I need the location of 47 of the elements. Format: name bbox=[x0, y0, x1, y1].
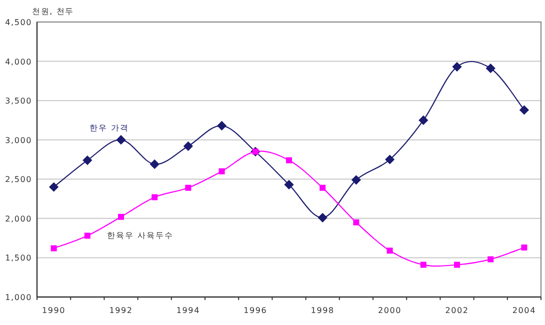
point bbox=[320, 184, 326, 191]
point bbox=[521, 244, 528, 250]
point bbox=[351, 175, 361, 185]
x-tick-label: 1994 bbox=[176, 306, 200, 315]
x-tick-label: 1996 bbox=[244, 306, 268, 315]
point bbox=[420, 262, 426, 268]
y-axis-title: 천원, 천두 bbox=[32, 7, 74, 16]
point bbox=[385, 154, 395, 164]
point bbox=[418, 115, 428, 126]
y-tick-label: 4,500 bbox=[5, 18, 32, 27]
point bbox=[50, 245, 57, 252]
y-tick-label: 2,000 bbox=[5, 214, 32, 224]
y-tick-label: 1,500 bbox=[5, 254, 32, 263]
point bbox=[452, 62, 462, 72]
x-tick-label: 1992 bbox=[109, 306, 133, 315]
series-label: 한육우 사육두수 bbox=[107, 230, 174, 240]
x-tick-label: 2004 bbox=[512, 306, 536, 315]
point bbox=[386, 248, 393, 254]
point bbox=[486, 64, 496, 74]
y-tick-label: 3,000 bbox=[5, 136, 32, 145]
x-tick-label: 1990 bbox=[42, 306, 66, 315]
point bbox=[152, 194, 158, 200]
y-tick-label: 1,000 bbox=[5, 293, 32, 302]
point bbox=[284, 180, 294, 190]
x-tick-label: 2002 bbox=[445, 306, 469, 315]
point bbox=[185, 184, 192, 191]
y-tick-label: 4,000 bbox=[5, 57, 32, 66]
point bbox=[183, 141, 193, 151]
point bbox=[118, 214, 124, 220]
point bbox=[519, 105, 529, 115]
point bbox=[82, 155, 92, 166]
y-tick-label: 2,500 bbox=[5, 175, 32, 184]
point bbox=[286, 157, 292, 164]
point bbox=[353, 219, 360, 226]
point bbox=[318, 212, 328, 222]
point bbox=[488, 256, 494, 262]
point bbox=[150, 159, 160, 170]
point bbox=[218, 168, 225, 174]
point bbox=[116, 135, 126, 145]
x-tick-label: 1998 bbox=[310, 306, 334, 315]
point bbox=[49, 182, 59, 192]
point bbox=[454, 262, 460, 268]
x-tick-label: 2000 bbox=[378, 306, 402, 315]
point bbox=[217, 120, 227, 131]
point bbox=[84, 232, 90, 239]
series-label: 한우 가격 bbox=[89, 123, 129, 132]
y-tick-label: 3,500 bbox=[5, 96, 32, 106]
